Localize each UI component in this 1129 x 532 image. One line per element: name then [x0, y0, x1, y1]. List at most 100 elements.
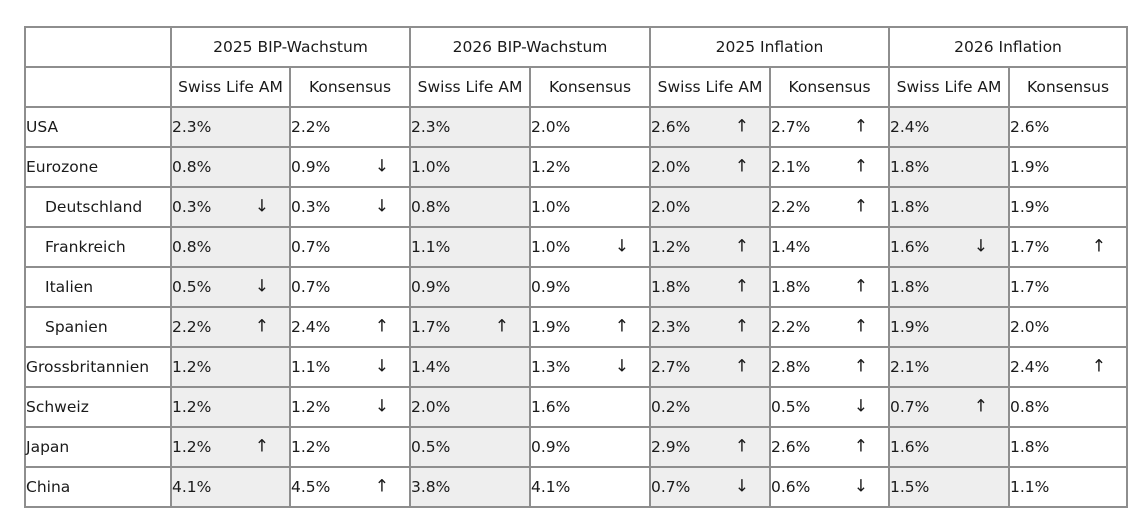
arrow-down-icon: ↓: [853, 396, 869, 417]
value-text: 0.8%: [172, 158, 212, 176]
swiss-life-value-cell: 0.7% ↓: [649, 466, 771, 508]
swiss-life-value-cell: 2.3% ↑: [649, 306, 771, 348]
arrow-down-icon: ↓: [734, 476, 749, 497]
country-label: Schweiz: [24, 386, 172, 428]
konsensus-value-cell: 1.0%: [529, 186, 651, 228]
swiss-life-value-cell: 1.5%: [888, 466, 1011, 508]
arrow-up-icon: ↑: [734, 316, 749, 337]
arrow-up-icon: ↑: [734, 236, 749, 257]
swiss-life-value-cell: 2.1%: [888, 346, 1011, 388]
konsensus-value-cell: 2.6%: [1008, 106, 1129, 148]
arrow-up-icon: ↑: [1091, 236, 1107, 257]
subheader-swiss-life: Swiss Life AM: [409, 66, 531, 108]
value-text: 2.0%: [531, 118, 571, 136]
swiss-life-value-cell: 1.9%: [888, 306, 1011, 348]
value-text: 0.9%: [291, 158, 331, 176]
table-row: Italien 0.5% ↓ 0.7% 0.9% 0.9% 1.8% ↑ 1.8% ↑ 1.8% 1.…: [24, 266, 1129, 308]
table-row: Spanien 2.2% ↑ 2.4% ↑ 1.7% ↑ 1.9% ↑ 2.3% ↑ 2.2% ↑ 1.9…: [24, 306, 1129, 348]
konsensus-value-cell: 0.3% ↓: [289, 186, 411, 228]
konsensus-value-cell: 1.1%: [1008, 466, 1129, 508]
arrow-up-icon: ↑: [853, 436, 869, 457]
value-text: 1.8%: [771, 278, 811, 296]
arrow-down-icon: ↓: [614, 356, 629, 377]
konsensus-value-cell: 2.2%: [289, 106, 411, 148]
arrow-up-icon: ↑: [973, 396, 989, 417]
konsensus-value-cell: 1.9%: [1008, 146, 1129, 188]
group-header: 2025 BIP-Wachstum: [170, 26, 411, 68]
value-text: 1.8%: [890, 198, 930, 216]
value-text: 0.8%: [411, 198, 451, 216]
value-text: 2.4%: [291, 318, 331, 336]
konsensus-value-cell: 4.5% ↑: [289, 466, 411, 508]
value-text: 0.9%: [531, 438, 571, 456]
arrow-up-icon: ↑: [853, 276, 869, 297]
konsensus-value-cell: 2.0%: [1008, 306, 1129, 348]
country-label: Spanien: [24, 306, 172, 348]
value-text: 0.3%: [291, 198, 331, 216]
konsensus-value-cell: 0.6% ↓: [768, 466, 891, 508]
value-text: 4.1%: [531, 478, 571, 496]
value-text: 0.3%: [172, 198, 212, 216]
swiss-life-value-cell: 1.8%: [888, 186, 1011, 228]
table-row: Eurozone 0.8% 0.9% ↓ 1.0% 1.2% 2.0% ↑ 2.1% ↑ 1.8% 1…: [24, 146, 1129, 188]
value-text: 1.6%: [531, 398, 571, 416]
country-label: USA: [24, 106, 172, 148]
table-body: USA 2.3% 2.2% 2.3% 2.0% 2.6% ↑ 2.7% ↑ 2.4% 2.6% Eur…: [24, 106, 1129, 508]
value-text: 2.6%: [1010, 118, 1050, 136]
konsensus-value-cell: 0.7%: [289, 266, 411, 308]
konsensus-value-cell: 0.9%: [529, 266, 651, 308]
value-text: 2.0%: [411, 398, 451, 416]
group-header: 2026 BIP-Wachstum: [409, 26, 651, 68]
arrow-down-icon: ↓: [614, 236, 629, 257]
value-text: 1.9%: [531, 318, 571, 336]
arrow-up-icon: ↑: [374, 476, 389, 497]
konsensus-value-cell: 2.1% ↑: [768, 146, 891, 188]
value-text: 1.7%: [411, 318, 451, 336]
group-header: 2025 Inflation: [648, 26, 891, 68]
value-text: 2.4%: [890, 118, 930, 136]
konsensus-value-cell: 1.7%: [1008, 266, 1129, 308]
konsensus-value-cell: 1.2% ↓: [289, 386, 411, 428]
value-text: 2.8%: [771, 358, 811, 376]
value-text: 3.8%: [411, 478, 451, 496]
swiss-life-value-cell: 3.8%: [409, 466, 531, 508]
value-text: 2.7%: [651, 358, 691, 376]
arrow-down-icon: ↓: [374, 196, 389, 217]
value-text: 2.6%: [651, 118, 691, 136]
value-text: 2.0%: [1010, 318, 1050, 336]
swiss-life-value-cell: 0.3% ↓: [170, 186, 291, 228]
swiss-life-value-cell: 0.8%: [170, 226, 291, 268]
arrow-down-icon: ↓: [374, 156, 389, 177]
arrow-up-icon: ↑: [254, 436, 269, 457]
konsensus-value-cell: 0.9% ↓: [289, 146, 411, 188]
swiss-life-value-cell: 2.7% ↑: [649, 346, 771, 388]
swiss-life-value-cell: 1.4%: [409, 346, 531, 388]
arrow-down-icon: ↓: [853, 476, 869, 497]
swiss-life-value-cell: 1.6% ↓: [888, 226, 1011, 268]
value-text: 0.6%: [771, 478, 811, 496]
value-text: 2.3%: [411, 118, 451, 136]
country-label: China: [24, 466, 172, 508]
value-text: 4.5%: [291, 478, 331, 496]
arrow-up-icon: ↑: [734, 156, 749, 177]
value-text: 1.2%: [172, 358, 212, 376]
swiss-life-value-cell: 0.7% ↑: [888, 386, 1011, 428]
value-text: 1.1%: [1010, 478, 1050, 496]
arrow-up-icon: ↑: [734, 356, 749, 377]
konsensus-value-cell: 1.2%: [529, 146, 651, 188]
konsensus-value-cell: 4.1%: [529, 466, 651, 508]
konsensus-value-cell: 1.8%: [1008, 426, 1129, 468]
corner-cell: [24, 66, 172, 108]
value-text: 2.9%: [651, 438, 691, 456]
arrow-down-icon: ↓: [254, 196, 269, 217]
corner-cell: [24, 26, 172, 68]
swiss-life-value-cell: 0.2%: [649, 386, 771, 428]
arrow-up-icon: ↑: [734, 276, 749, 297]
value-text: 1.2%: [172, 398, 212, 416]
value-text: 1.0%: [531, 238, 571, 256]
value-text: 2.3%: [172, 118, 212, 136]
value-text: 1.3%: [531, 358, 571, 376]
value-text: 0.9%: [411, 278, 451, 296]
value-text: 1.8%: [890, 278, 930, 296]
value-text: 1.4%: [771, 238, 811, 256]
